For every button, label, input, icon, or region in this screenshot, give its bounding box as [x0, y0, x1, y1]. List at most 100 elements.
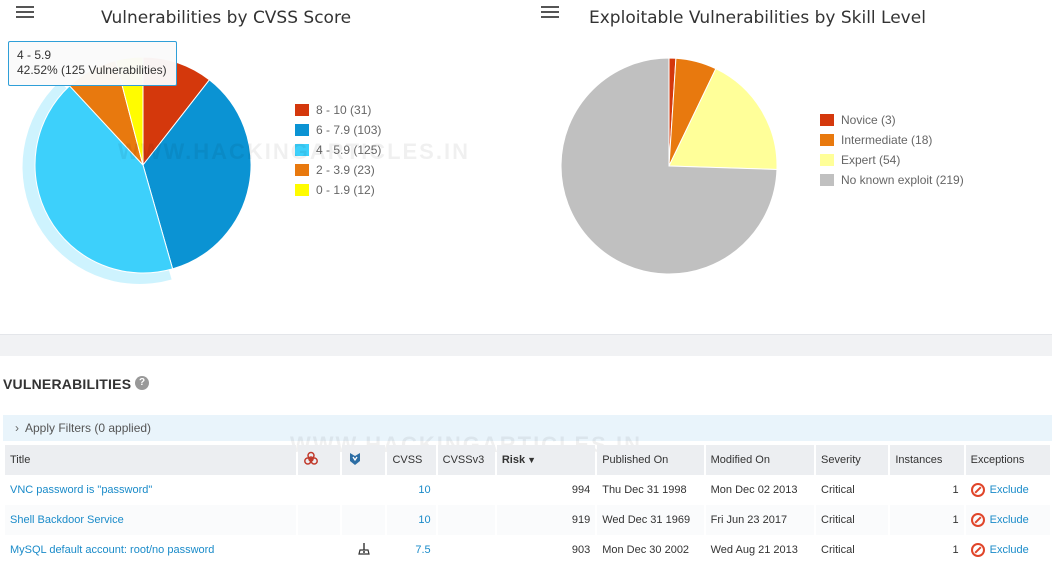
exclude-link[interactable]: Exclude — [989, 543, 1029, 556]
risk-value: 903 — [496, 535, 596, 565]
legend-item[interactable]: 6 - 7.9 (103) — [295, 120, 381, 140]
tooltip-value: 42.52% (125 Vulnerabilities) — [17, 63, 167, 77]
legend-swatch — [295, 124, 309, 136]
apply-filters-label: Apply Filters (0 applied) — [25, 421, 152, 435]
section-separator — [0, 334, 1052, 356]
legend-label: 6 - 7.9 (103) — [316, 123, 382, 137]
legend-label: 4 - 5.9 (125) — [316, 143, 382, 157]
legend-label: Novice (3) — [841, 113, 896, 127]
risk-value: 919 — [496, 505, 596, 535]
column-header-severity[interactable]: Severity — [816, 445, 889, 475]
severity-value: Critical — [816, 475, 889, 505]
legend-item[interactable]: Expert (54) — [820, 150, 964, 170]
instances-value: 1 — [890, 475, 964, 505]
exclude-icon[interactable] — [970, 543, 985, 557]
table-row: Shell Backdoor Service 10 919 Wed Dec 31… — [5, 505, 1050, 535]
legend-swatch — [820, 134, 834, 146]
pie-slice-4-5-9[interactable] — [34, 85, 174, 274]
pie-slice-6-7-9[interactable] — [142, 79, 252, 270]
legend-item[interactable]: 2 - 3.9 (23) — [295, 160, 381, 180]
exploit-cell — [342, 535, 386, 565]
exceptions-cell: Exclude — [965, 475, 1050, 505]
exclude-link[interactable]: Exclude — [989, 513, 1029, 526]
chart-tooltip: 4 - 5.9 42.52% (125 Vulnerabilities) — [8, 41, 177, 86]
cvss-chart-title: Vulnerabilities by CVSS Score — [101, 8, 352, 28]
cvss-chart-panel: Vulnerabilities by CVSS Score 8 - 10 (31… — [0, 0, 520, 334]
column-header-published[interactable]: Published On — [597, 445, 704, 475]
legend-item[interactable]: Novice (3) — [820, 110, 964, 130]
column-header-malware[interactable] — [298, 445, 341, 475]
risk-header-label: Risk — [501, 454, 526, 466]
pie-slice-no-known-exploit[interactable] — [560, 57, 778, 275]
modified-value: Mon Dec 02 2013 — [705, 475, 815, 505]
skill-chart-panel: Exploitable Vulnerabilities by Skill Lev… — [526, 0, 1052, 334]
skill-pie-chart — [560, 57, 778, 275]
column-header-cvss[interactable]: CVSS — [387, 445, 436, 475]
table-row: VNC password is "password" 10 994 Thu De… — [5, 475, 1050, 505]
column-header-title[interactable]: Title — [5, 445, 297, 475]
cvssv3-value — [437, 505, 495, 535]
exclude-link[interactable]: Exclude — [989, 483, 1029, 496]
legend-swatch — [820, 114, 834, 126]
table-row: MySQL default account: root/no password … — [5, 535, 1050, 565]
cvss-value[interactable]: 10 — [387, 475, 436, 505]
legend-label: 0 - 1.9 (12) — [316, 183, 375, 197]
cvss-legend: 8 - 10 (31) 6 - 7.9 (103) 4 - 5.9 (125) 2 -… — [295, 100, 381, 200]
vulnerability-title-link[interactable]: Shell Backdoor Service — [5, 505, 297, 535]
legend-swatch — [820, 154, 834, 166]
sort-desc-icon: ▼ — [527, 455, 537, 465]
cvssv3-value — [437, 475, 495, 505]
legend-item[interactable]: Intermediate (18) — [820, 130, 964, 150]
pie-slice-expert[interactable] — [668, 68, 778, 170]
exploit-cell — [342, 505, 386, 535]
chevron-right-icon: › — [15, 421, 19, 435]
legend-swatch — [295, 184, 309, 196]
published-value: Thu Dec 31 1998 — [597, 475, 704, 505]
legend-item[interactable]: 0 - 1.9 (12) — [295, 180, 381, 200]
skill-legend: Novice (3) Intermediate (18) Expert (54) No… — [820, 110, 964, 190]
malware-cell — [298, 505, 341, 535]
malware-cell — [298, 475, 341, 505]
exclude-icon[interactable] — [970, 483, 985, 497]
exploit-kit-icon — [358, 542, 370, 555]
published-value: Wed Dec 31 1969 — [597, 505, 704, 535]
legend-item[interactable]: No known exploit (219) — [820, 170, 964, 190]
legend-label: 2 - 3.9 (23) — [316, 163, 375, 177]
column-header-risk[interactable]: Risk ▼ — [496, 445, 596, 475]
cvss-value[interactable]: 7.5 — [387, 535, 436, 565]
modified-value: Fri Jun 23 2017 — [705, 505, 815, 535]
column-header-exploit[interactable] — [342, 445, 386, 475]
watermark: WWW.HACKINGARTICLES.IN — [118, 139, 470, 164]
legend-label: Intermediate (18) — [841, 133, 933, 147]
tooltip-label: 4 - 5.9 — [17, 48, 52, 62]
malware-cell — [298, 535, 341, 565]
legend-swatch — [295, 104, 309, 116]
modified-value: Wed Aug 21 2013 — [705, 535, 815, 565]
help-icon[interactable]: ? — [135, 376, 149, 390]
exploit-cell — [342, 475, 386, 505]
column-header-cvssv3[interactable]: CVSSv3 — [437, 445, 495, 475]
column-header-modified[interactable]: Modified On — [705, 445, 815, 475]
legend-label: 8 - 10 (31) — [316, 103, 372, 117]
legend-swatch — [295, 164, 309, 176]
exclude-icon[interactable] — [970, 513, 985, 527]
chart-menu-icon[interactable] — [541, 6, 559, 20]
vulnerability-title-link[interactable]: MySQL default account: root/no password — [5, 535, 297, 565]
cvss-value[interactable]: 10 — [387, 505, 436, 535]
charts-area: Vulnerabilities by CVSS Score 8 - 10 (31… — [0, 0, 1052, 334]
column-header-instances[interactable]: Instances — [890, 445, 964, 475]
legend-item[interactable]: 8 - 10 (31) — [295, 100, 381, 120]
legend-swatch — [295, 144, 309, 156]
column-header-exceptions[interactable]: Exceptions — [965, 445, 1050, 475]
legend-label: Expert (54) — [841, 153, 901, 167]
vulnerabilities-table: Title CVSS CVSSv3 — [3, 445, 1052, 565]
chart-menu-icon[interactable] — [16, 6, 34, 20]
vulnerability-title-link[interactable]: VNC password is "password" — [5, 475, 297, 505]
vulnerabilities-section: VULNERABILITIES ? › Apply Filters (0 appl… — [0, 356, 1052, 568]
skill-chart-title: Exploitable Vulnerabilities by Skill Lev… — [589, 8, 926, 28]
section-title: VULNERABILITIES — [3, 376, 132, 392]
legend-item[interactable]: 4 - 5.9 (125) — [295, 140, 381, 160]
apply-filters-bar[interactable]: › Apply Filters (0 applied) — [3, 415, 1052, 441]
biohazard-icon — [304, 451, 319, 465]
instances-value: 1 — [890, 505, 964, 535]
